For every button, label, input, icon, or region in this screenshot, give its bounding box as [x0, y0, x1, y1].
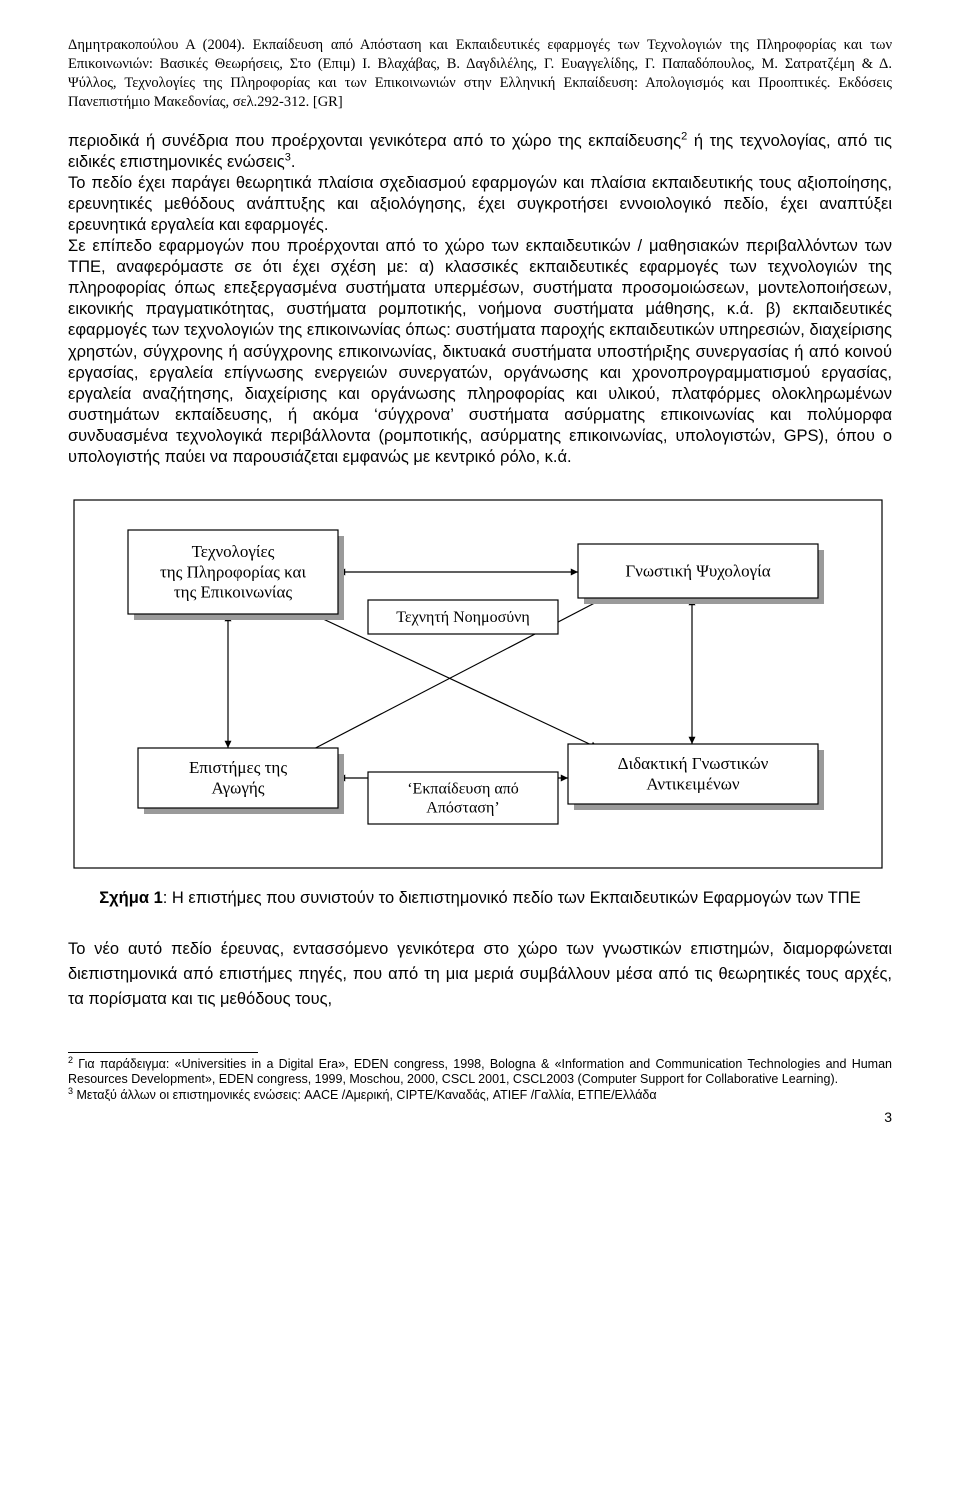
- svg-text:Απόσταση’: Απόσταση’: [426, 800, 499, 817]
- body-p3: Σε επίπεδο εφαρμογών που προέρχονται από…: [68, 237, 892, 466]
- footnotes-block: 2 Για παράδειγμα: «Universities in a Dig…: [68, 1057, 892, 1104]
- svg-text:Γνωστική Ψυχολογία: Γνωστική Ψυχολογία: [625, 562, 770, 581]
- svg-text:Τεχνολογίες: Τεχνολογίες: [192, 542, 275, 561]
- body-p2: Το πεδίο έχει παράγει θεωρητικά πλαίσια …: [68, 174, 892, 234]
- svg-text:Διδακτική Γνωστικών: Διδακτική Γνωστικών: [618, 754, 769, 773]
- svg-text:‘Εκπαίδευση από: ‘Εκπαίδευση από: [407, 781, 519, 798]
- body-p1c: .: [291, 153, 296, 171]
- body-p1a: περιοδικά ή συνέδρια που προέρχονται γεν…: [68, 132, 681, 150]
- body-paragraphs: περιοδικά ή συνέδρια που προέρχονται γεν…: [68, 131, 892, 469]
- footnote-2-text: Για παράδειγμα: «Universities in a Digit…: [68, 1057, 892, 1087]
- figure-caption-label: Σχήμα 1: [99, 889, 162, 907]
- figure-caption: Σχήμα 1: Η επιστήμες που συνιστούν το δι…: [68, 888, 892, 909]
- footnote-separator: [68, 1052, 258, 1053]
- svg-text:Επιστήμες της: Επιστήμες της: [189, 758, 287, 777]
- diagram-container: Τεχνολογίες της Πληροφορίας καιτης Επικοι…: [68, 494, 892, 874]
- footnote-2: 2 Για παράδειγμα: «Universities in a Dig…: [68, 1057, 892, 1088]
- footnote-3-text: Μεταξύ άλλων οι επιστημονικές ενώσεις: A…: [73, 1088, 657, 1102]
- footnote-3: 3 Μεταξύ άλλων οι επιστημονικές ενώσεις:…: [68, 1088, 892, 1104]
- after-caption-paragraph: Το νέο αυτό πεδίο έρευνας, εντασσόμενο γ…: [68, 937, 892, 1011]
- page-number: 3: [68, 1109, 892, 1145]
- svg-text:της Επικοινωνίας: της Επικοινωνίας: [174, 583, 293, 602]
- diagram-svg: Τεχνολογίες της Πληροφορίας καιτης Επικοι…: [68, 494, 888, 874]
- svg-text:Αγωγής: Αγωγής: [212, 779, 265, 798]
- svg-text:Αντικειμένων: Αντικειμένων: [646, 775, 740, 794]
- svg-text:Τεχνητή Νοημοσύνη: Τεχνητή Νοημοσύνη: [396, 609, 530, 626]
- page-header-citation: Δημητρακοπούλου Α (2004). Εκπαίδευση από…: [68, 36, 892, 113]
- figure-caption-text: : Η επιστήμες που συνιστούν το διεπιστημ…: [163, 889, 861, 907]
- svg-text:της Πληροφορίας και: της Πληροφορίας και: [160, 563, 307, 582]
